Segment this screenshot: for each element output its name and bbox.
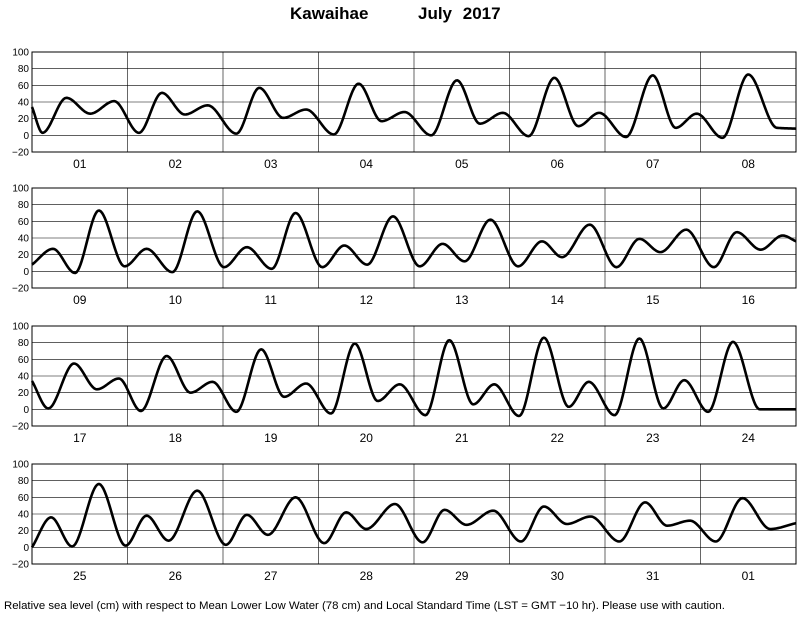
day-label: 14 bbox=[551, 293, 565, 307]
day-label: 24 bbox=[742, 431, 756, 445]
day-label: 21 bbox=[455, 431, 469, 445]
y-tick-label: 80 bbox=[18, 476, 30, 487]
tide-curve bbox=[30, 336, 797, 418]
y-tick-label: 60 bbox=[18, 81, 30, 92]
tide-curve bbox=[30, 73, 797, 140]
day-label: 30 bbox=[551, 569, 565, 583]
y-tick-label: 0 bbox=[23, 405, 29, 416]
day-label: 01 bbox=[742, 569, 756, 583]
day-label: 19 bbox=[264, 431, 278, 445]
day-label: 16 bbox=[742, 293, 756, 307]
day-label: 17 bbox=[73, 431, 87, 445]
day-label: 06 bbox=[551, 157, 565, 171]
day-label: 22 bbox=[551, 431, 565, 445]
day-label: 23 bbox=[646, 431, 660, 445]
title-station: Kawaihae bbox=[290, 4, 369, 23]
y-tick-label: 80 bbox=[18, 64, 30, 75]
day-label: 09 bbox=[73, 293, 87, 307]
y-tick-label: 60 bbox=[18, 217, 30, 228]
panel-frame bbox=[31, 187, 797, 289]
day-label: 27 bbox=[264, 569, 278, 583]
title-month: July bbox=[418, 4, 453, 23]
y-tick-label: 40 bbox=[18, 372, 30, 383]
day-label: 07 bbox=[646, 157, 660, 171]
y-tick-label: 100 bbox=[12, 322, 29, 333]
y-tick-label: 0 bbox=[23, 131, 29, 142]
footnote: Relative sea level (cm) with respect to … bbox=[4, 600, 725, 612]
day-label: 29 bbox=[455, 569, 469, 583]
panel-frame bbox=[31, 51, 797, 153]
panel-frame bbox=[31, 463, 797, 565]
y-tick-label: 100 bbox=[12, 460, 29, 471]
day-label: 25 bbox=[73, 569, 87, 583]
y-tick-label: 80 bbox=[18, 338, 30, 349]
day-label: 05 bbox=[455, 157, 469, 171]
title-month-year: July 2017 bbox=[418, 4, 501, 24]
y-tick-label: 100 bbox=[12, 48, 29, 59]
y-tick-label: 100 bbox=[12, 184, 29, 195]
day-label: 13 bbox=[455, 293, 469, 307]
y-tick-label: 40 bbox=[18, 510, 30, 521]
y-tick-label: 0 bbox=[23, 267, 29, 278]
y-tick-label: 20 bbox=[18, 250, 30, 261]
y-tick-label: 0 bbox=[23, 543, 29, 554]
y-tick-label: −20 bbox=[12, 560, 29, 571]
day-label: 15 bbox=[646, 293, 660, 307]
panel-2: 100 80 60 40 20 0 −20 09 10 11 12 13 14 15 16 bbox=[12, 184, 797, 307]
day-label: 31 bbox=[646, 569, 660, 583]
y-tick-label: 40 bbox=[18, 98, 30, 109]
y-tick-label: 60 bbox=[18, 493, 30, 504]
panel-1: 100 80 60 40 20 0 −20 01 02 03 04 05 06 07 08 bbox=[12, 48, 797, 171]
day-label: 18 bbox=[169, 431, 183, 445]
y-tick-label: 20 bbox=[18, 114, 30, 125]
day-label: 01 bbox=[73, 157, 87, 171]
day-label: 28 bbox=[360, 569, 374, 583]
y-tick-label: 60 bbox=[18, 355, 30, 366]
day-label: 20 bbox=[360, 431, 374, 445]
day-label: 26 bbox=[169, 569, 183, 583]
day-label: 11 bbox=[265, 293, 278, 307]
y-tick-label: 20 bbox=[18, 526, 30, 537]
day-label: 04 bbox=[360, 157, 374, 171]
y-tick-label: 20 bbox=[18, 388, 30, 399]
day-label: 03 bbox=[264, 157, 278, 171]
day-label: 12 bbox=[360, 293, 374, 307]
panel-3: 100 80 60 40 20 0 −20 17 18 19 20 21 22 23 24 bbox=[12, 322, 797, 445]
tide-curve bbox=[31, 209, 797, 275]
day-label: 08 bbox=[742, 157, 756, 171]
y-tick-label: 80 bbox=[18, 200, 30, 211]
panel-frame bbox=[31, 325, 797, 427]
day-label: 02 bbox=[169, 157, 183, 171]
y-tick-label: −20 bbox=[12, 422, 29, 433]
day-label: 10 bbox=[169, 293, 183, 307]
title-year: 2017 bbox=[462, 4, 501, 23]
chart-title: Kawaihae July 2017 bbox=[0, 4, 800, 28]
y-tick-label: −20 bbox=[12, 284, 29, 295]
y-tick-label: −20 bbox=[12, 148, 29, 159]
y-tick-label: 40 bbox=[18, 234, 30, 245]
panel-4: 100 80 60 40 20 0 −20 25 26 27 28 29 30 31 01 bbox=[12, 460, 797, 583]
tide-curve bbox=[30, 482, 797, 548]
